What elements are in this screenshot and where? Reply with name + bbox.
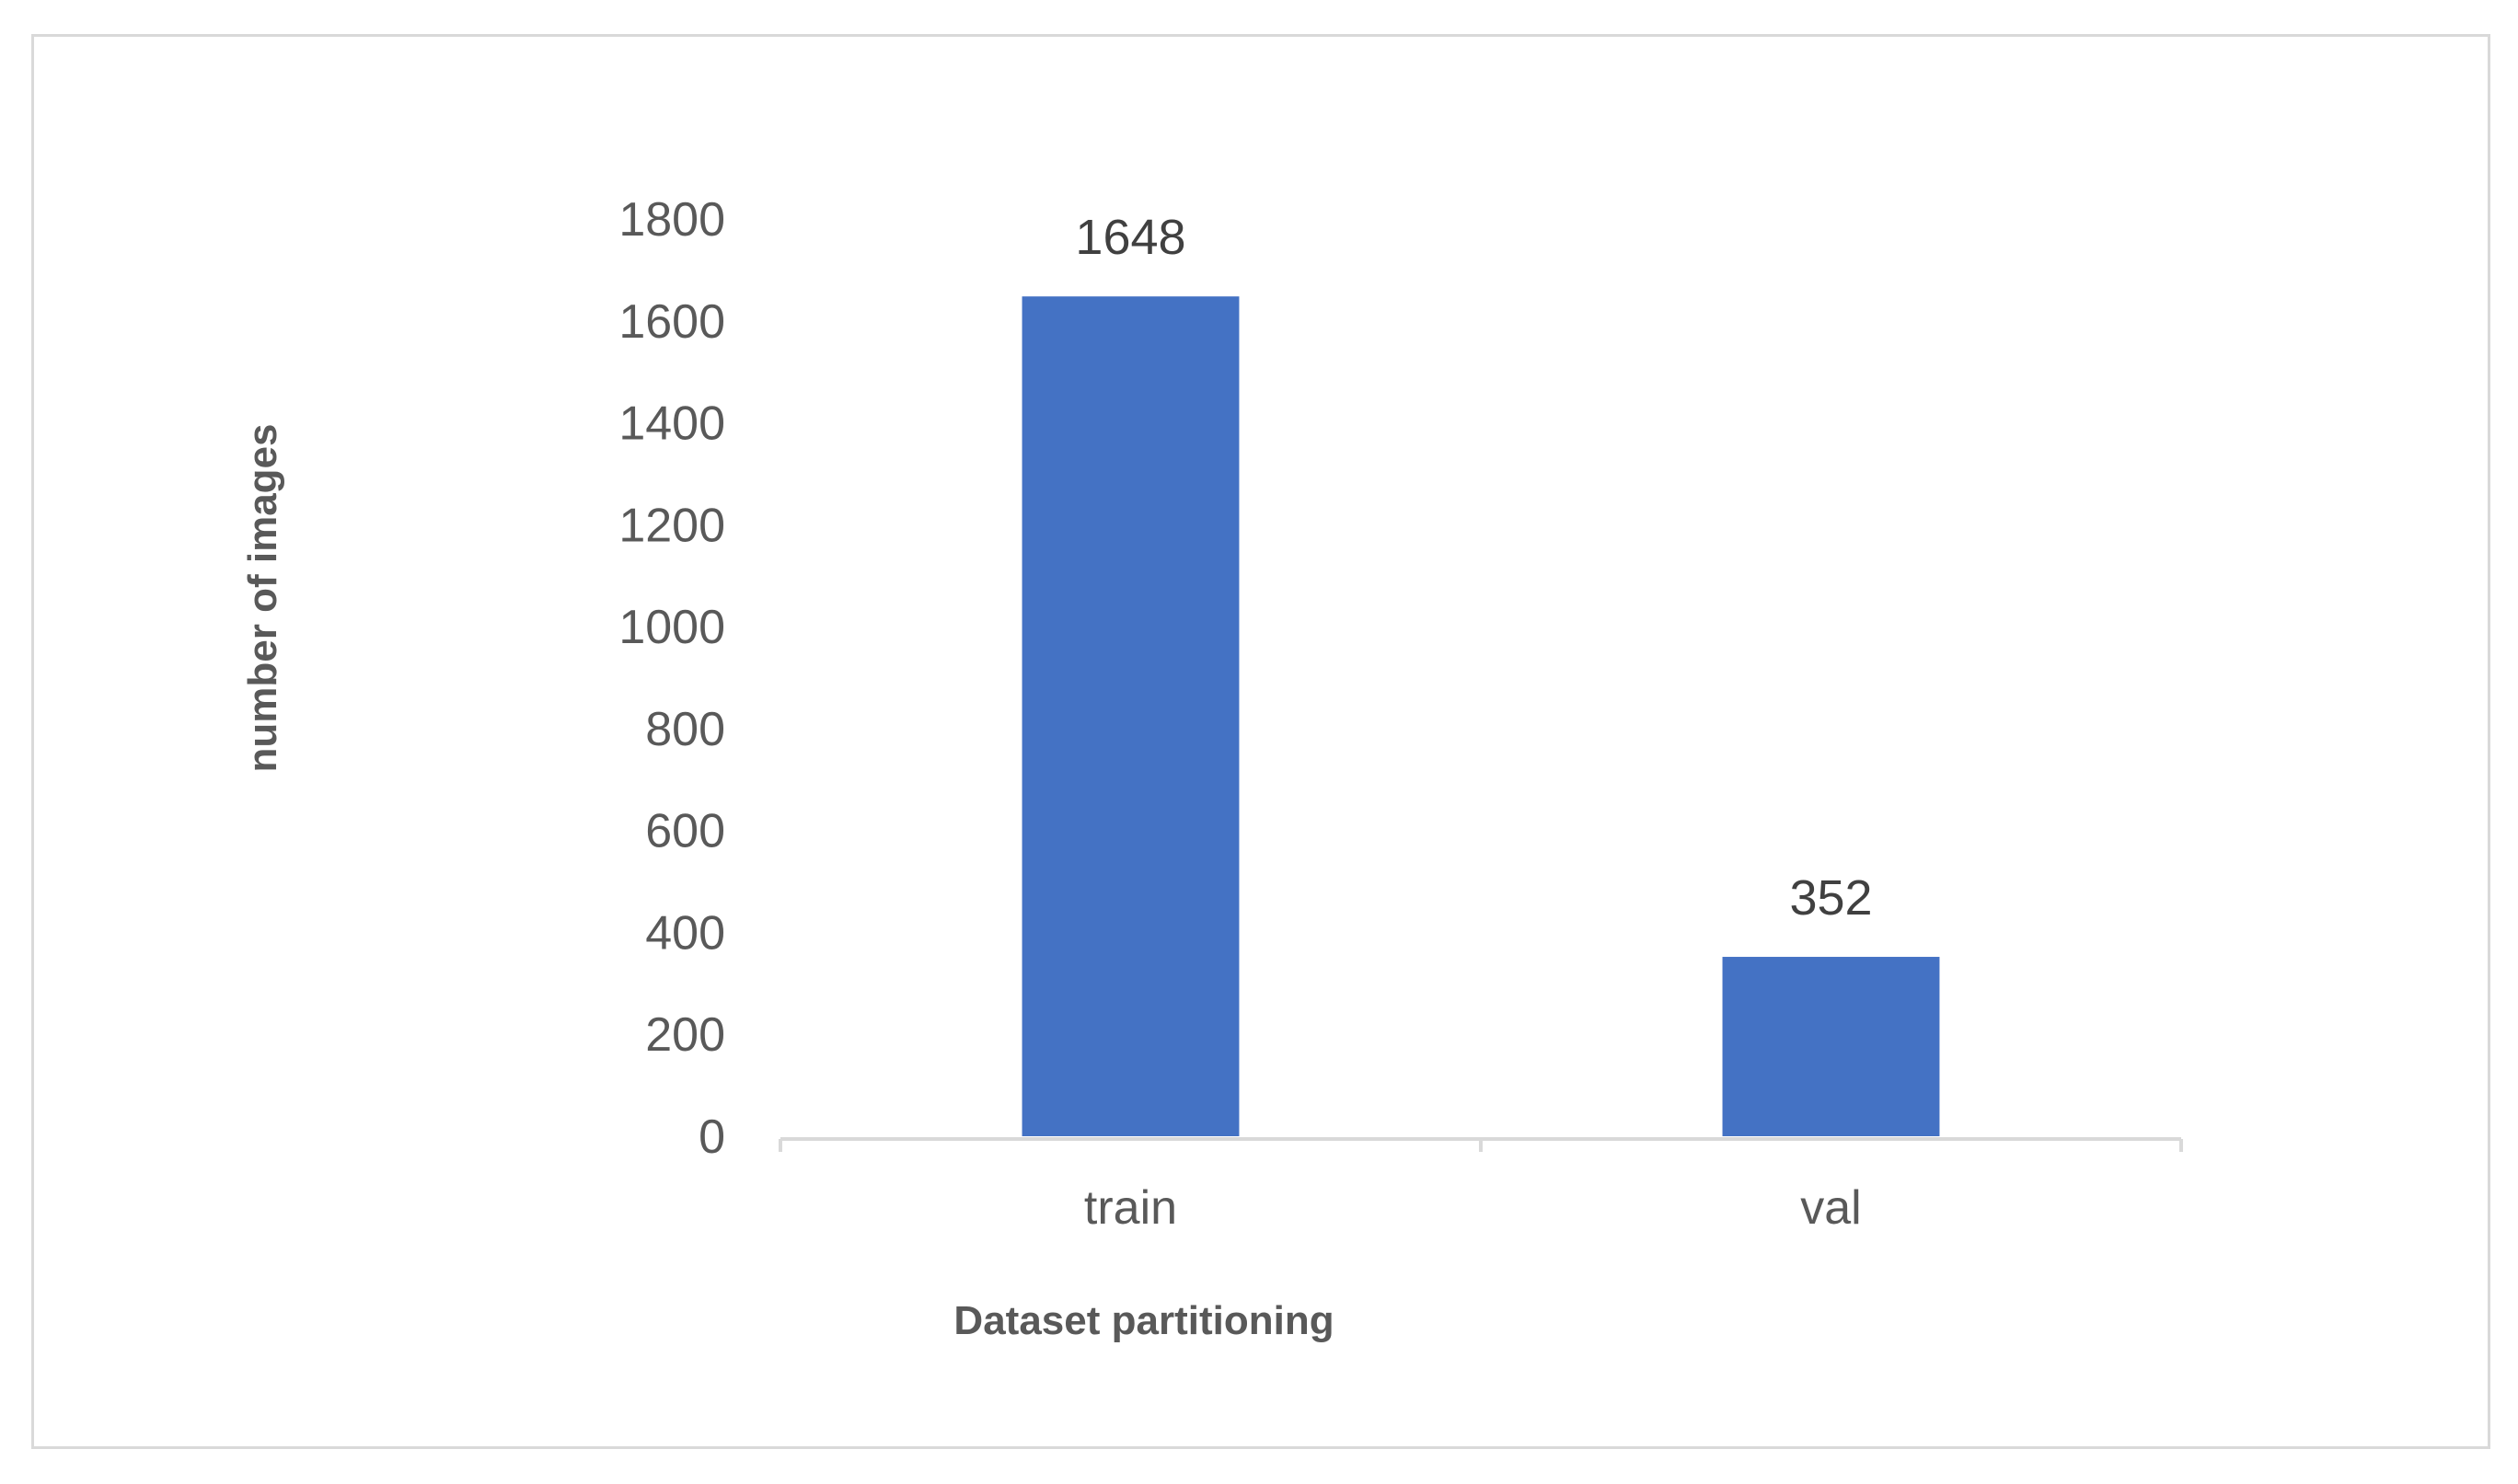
y-tick-label: 800 — [645, 703, 725, 756]
y-tick-label: 1800 — [618, 193, 725, 247]
x-axis — [779, 1137, 2183, 1152]
x-tick-label: train — [1084, 1181, 1177, 1235]
data-label-val: 352 — [1789, 870, 1872, 926]
y-tick-label: 0 — [699, 1110, 725, 1164]
bars — [1022, 296, 1940, 1136]
y-tick-label: 600 — [645, 805, 725, 858]
data-labels: 1648 352 — [1075, 210, 1872, 926]
y-tick-label: 400 — [645, 906, 725, 960]
bar-train — [1022, 296, 1240, 1136]
bar-val — [1722, 957, 1940, 1136]
y-tick-label: 1200 — [618, 499, 725, 552]
y-tick-label: 1600 — [618, 295, 725, 349]
data-label-train: 1648 — [1075, 210, 1185, 265]
y-axis-title: number of images — [240, 424, 285, 773]
x-axis-tick-labels: train val — [1084, 1181, 1862, 1235]
y-axis-ticks: 0 200 400 600 800 1000 1200 1400 1600 1800 — [618, 193, 725, 1164]
x-tick-label: val — [1800, 1181, 1861, 1235]
y-tick-label: 200 — [645, 1008, 725, 1062]
x-axis-title: Dataset partitioning — [953, 1298, 1334, 1343]
y-tick-label: 1000 — [618, 601, 725, 654]
chart-frame — [31, 34, 2490, 1449]
y-tick-label: 1400 — [618, 397, 725, 451]
